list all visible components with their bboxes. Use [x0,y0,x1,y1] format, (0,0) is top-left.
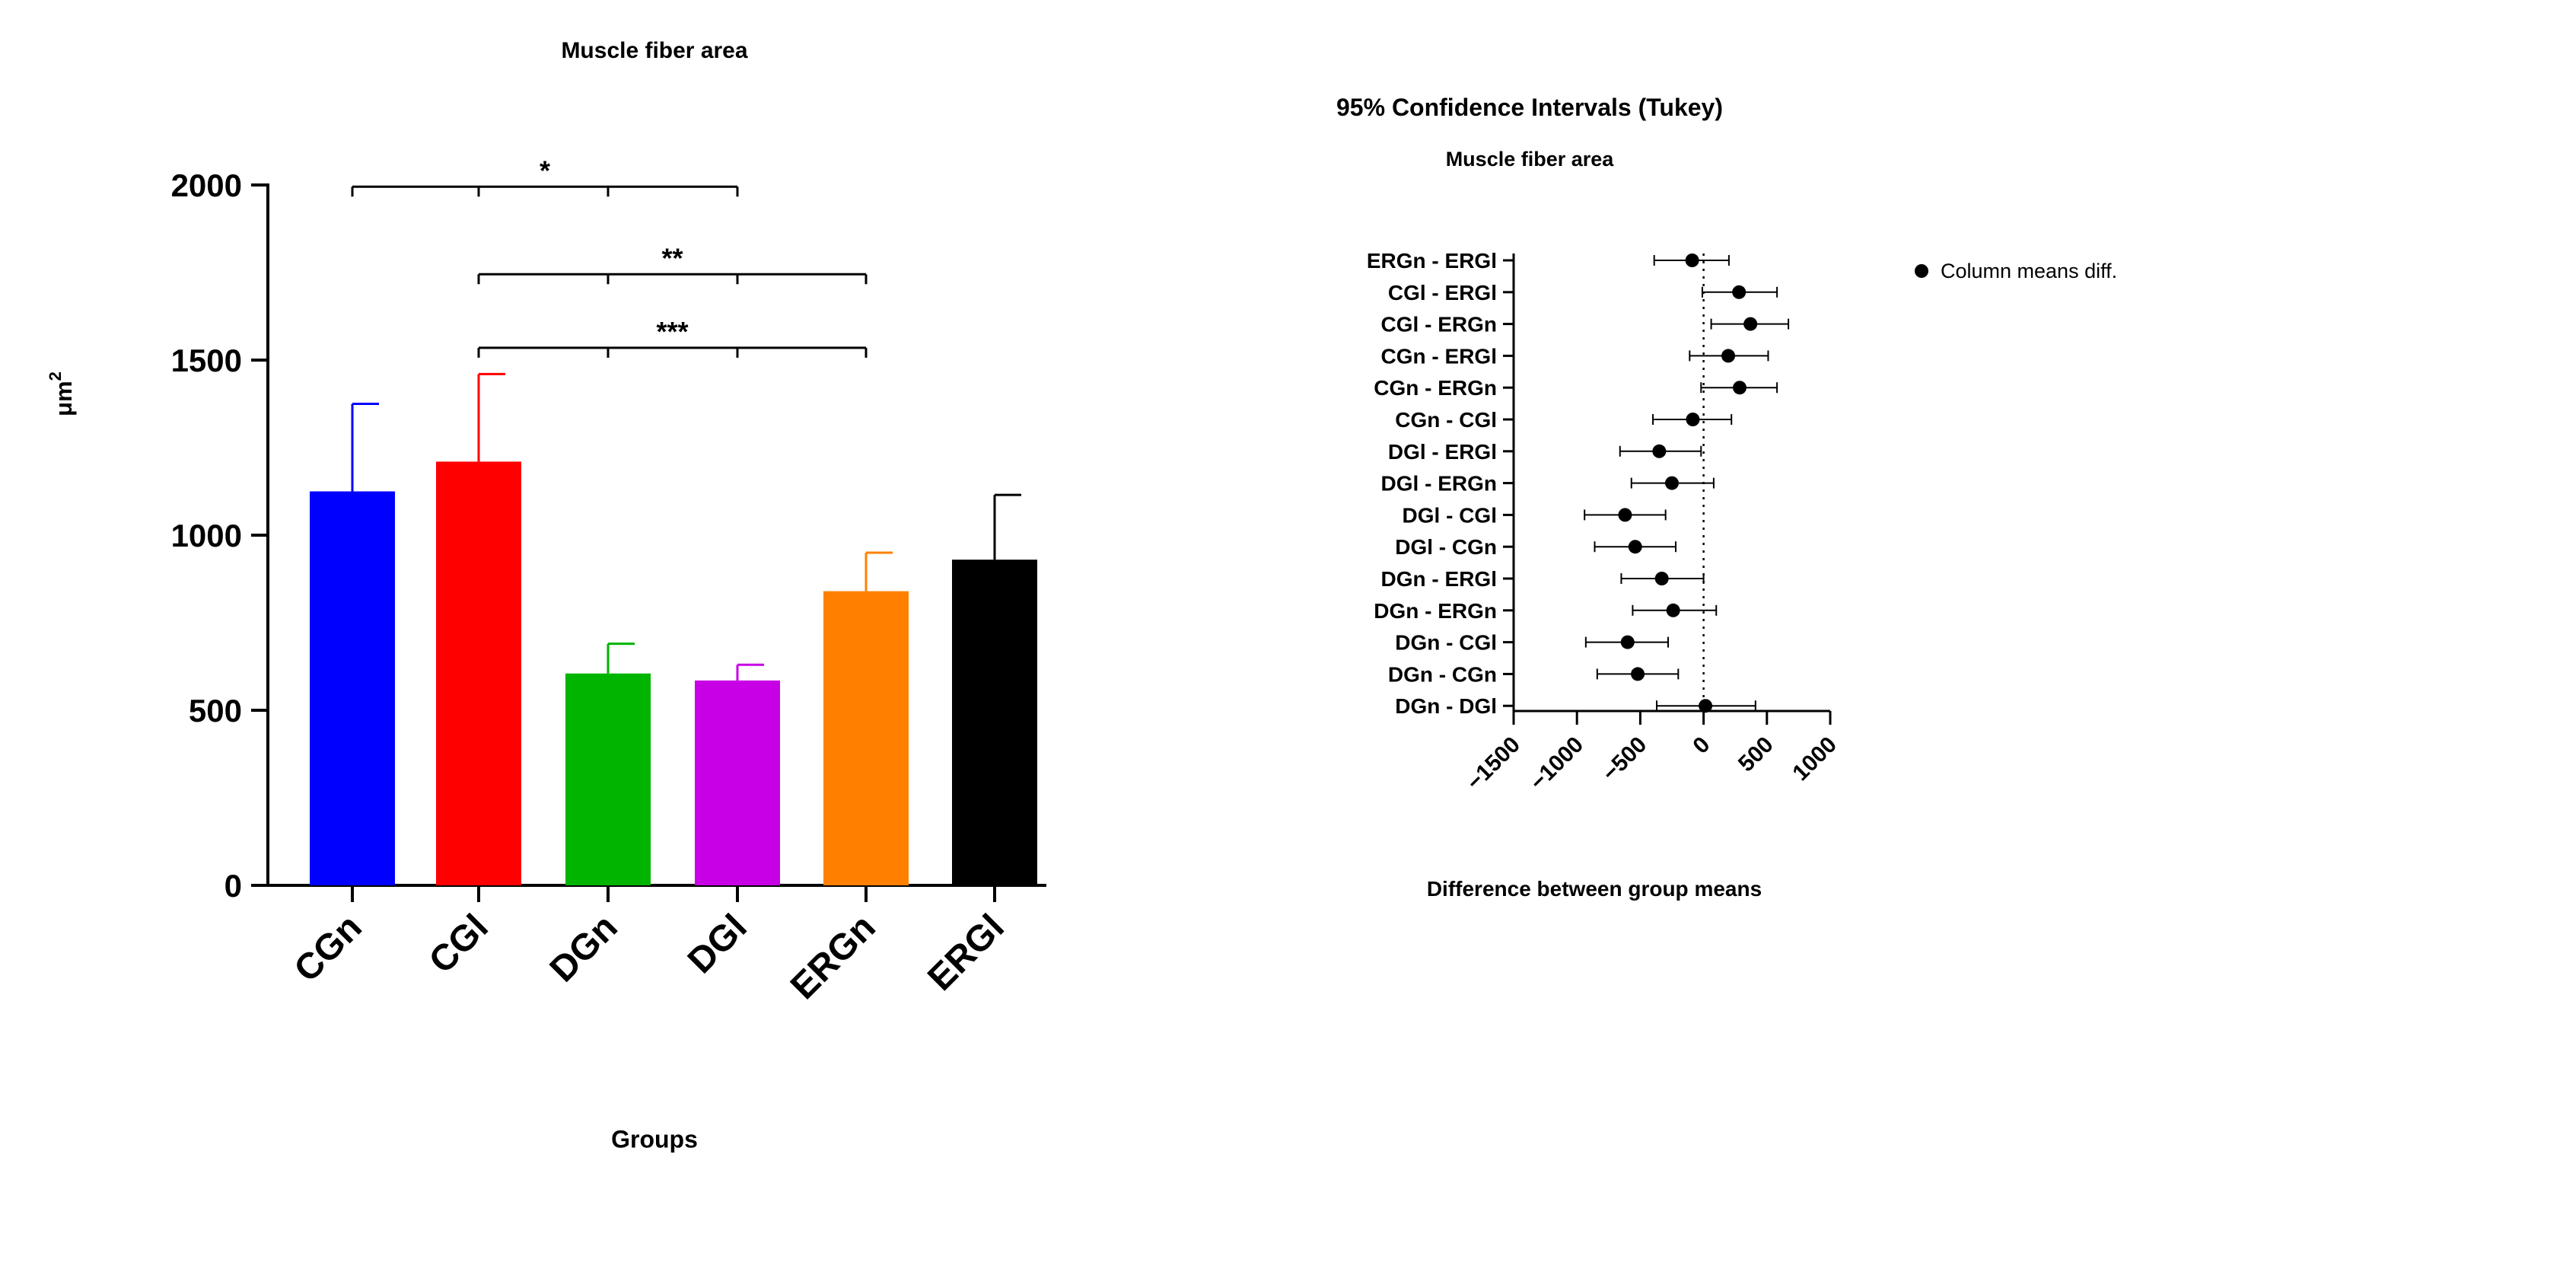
ci-y-tick-label: CGn - ERGl [1381,344,1497,368]
significance-brackets: ****** [351,155,868,358]
ci-y-tick-label: DGn - ERGl [1381,567,1497,591]
ci-mean-point [1620,635,1635,649]
legend-label: Column means diff. [1941,260,2117,282]
y-tick-label: 2000 [171,167,242,203]
ci-mean-point [1732,285,1747,299]
ci-y-tick-label: DGl - CGl [1403,503,1497,527]
ci-chart-title: 95% Confidence Intervals (Tukey) [1336,94,1723,121]
bar-ergn [823,591,909,885]
x-tick-label: DGn [543,907,626,990]
ci-x-tick-label: 500 [1734,732,1778,777]
ci-x-tick-label: 1000 [1788,732,1842,786]
y-tick-label: 500 [189,693,242,729]
ci-y-tick-label: DGl - CGn [1395,535,1497,559]
ci-chart: 95% Confidence Intervals (Tukey) Muscle … [1336,94,2117,901]
ci-mean-point [1685,253,1699,267]
ci-chart-axes: −1500 −1000 −500 0 500 1000 ERGn - ERGl CGl - E… [1367,249,1842,796]
ci-legend: Column means diff. [1915,260,2117,282]
x-tick-label: ERGl [920,907,1011,998]
ci-y-tick-label: CGn - CGl [1395,408,1497,432]
ci-chart-intervals [1584,253,1790,713]
ci-mean-point [1652,444,1667,458]
y-tick-label: 1500 [171,343,242,378]
ci-chart-xlabel: Difference between group means [1427,877,1762,901]
ci-mean-point [1631,667,1645,681]
sig-label: * [540,155,550,186]
y-tick-label: 1000 [171,518,242,553]
y-tick-label: 0 [224,868,242,904]
ci-x-tick-label: −1000 [1525,732,1588,796]
ci-y-tick-label: DGn - ERGn [1374,599,1497,623]
bar-chart-bars [310,372,1037,885]
bar-dgl [695,680,780,885]
bar-cgn [310,491,395,885]
ylabel-sup: 2 [46,371,65,381]
x-tick-label: CGl [422,907,496,981]
ci-y-tick-label: ERGn - ERGl [1367,249,1497,273]
x-tick-label: CGn [287,907,370,990]
ci-mean-point [1721,349,1736,363]
bar-chart-ylabel: μm2 [46,371,77,416]
ci-mean-point [1699,699,1713,713]
ci-mean-point [1665,476,1679,490]
x-tick-label: ERGn [783,907,884,1007]
ci-y-tick-label: DGl - ERGn [1381,472,1497,496]
ci-y-tick-label: CGn - ERGn [1374,376,1497,400]
ci-mean-point [1628,540,1642,554]
sig-label: ** [661,242,683,273]
ci-y-tick-label: DGn - CGn [1388,662,1497,686]
ci-y-tick-label: CGl - ERGn [1381,313,1497,336]
ci-y-tick-label: DGn - CGl [1395,631,1497,655]
ci-chart-subtitle: Muscle fiber area [1446,148,1615,171]
ci-y-tick-label: CGl - ERGl [1388,281,1497,305]
x-tick-label: DGl [680,907,755,981]
bar-dgn [565,673,651,885]
ci-x-tick-label: −1500 [1462,732,1525,796]
ci-y-tick-label: DGn - DGl [1395,694,1497,718]
ci-mean-point [1618,508,1632,522]
bar-chart-title: Muscle fiber area [561,38,747,63]
ci-x-tick-label: −500 [1597,732,1651,786]
ci-mean-point [1733,381,1747,395]
ylabel-base: μm [50,381,77,416]
legend-marker [1915,264,1928,278]
ci-mean-point [1654,572,1669,585]
ci-x-tick-label: 0 [1688,732,1715,759]
ci-mean-point [1743,317,1758,331]
sig-label: *** [656,316,688,347]
ci-mean-point [1666,603,1680,617]
bar-ergl [952,560,1037,885]
bar-chart-xlabel: Groups [611,1126,698,1153]
bar-chart: Muscle fiber area μm2 Groups 0 500 1000 150… [46,38,1046,1153]
ci-mean-point [1686,413,1700,426]
ci-y-tick-label: DGl - ERGl [1388,440,1497,464]
bar-cgl [436,461,521,885]
